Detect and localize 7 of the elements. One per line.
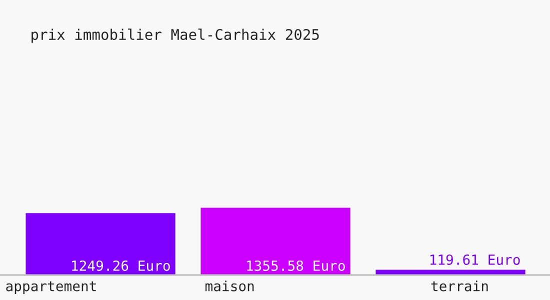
x-tick-label: terrain [431,280,488,292]
data-label: 1249.26 Euro [72,260,170,271]
x-tick-label: maison [205,280,254,292]
data-label: 119.61 Euro [430,254,520,265]
x-tick-label: appartement [6,281,96,294]
data-label: 1355.58 Euro [247,260,345,271]
chart-title: prix immobilier Mael-Carhaix 2025 [32,28,319,43]
